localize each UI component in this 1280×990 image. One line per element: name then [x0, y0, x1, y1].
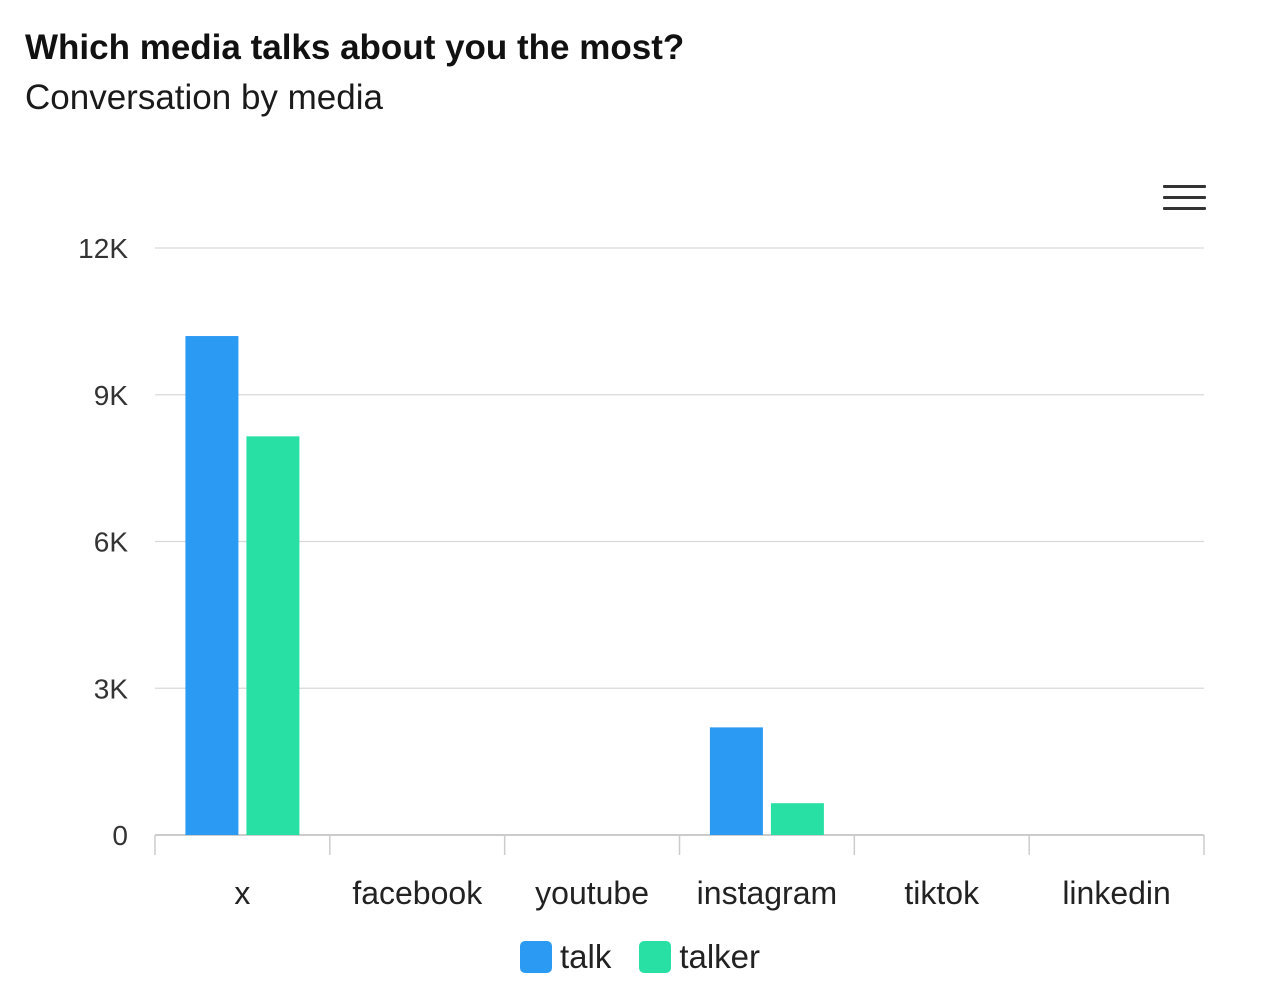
- legend-swatch: [519, 941, 552, 973]
- legend-swatch: [639, 941, 672, 973]
- x-tick-label: youtube: [535, 875, 649, 911]
- y-tick-label: 9K: [94, 380, 129, 411]
- bar-talker-instagram: [770, 803, 824, 835]
- x-tick-label: x: [234, 875, 250, 911]
- chart-legend: talk talker: [0, 938, 1280, 976]
- x-tick-label: facebook: [352, 875, 483, 911]
- y-tick-label: 12K: [78, 233, 128, 264]
- y-tick-label: 6K: [94, 527, 129, 558]
- hamburger-menu-icon[interactable]: [1158, 180, 1210, 220]
- y-tick-label: 0: [112, 820, 128, 851]
- legend-item-talk[interactable]: talk: [519, 938, 612, 976]
- chart-subtitle: Conversation by media: [25, 78, 383, 117]
- bar-talk-x: [185, 336, 239, 835]
- legend-label: talker: [679, 938, 761, 975]
- bar-talker-x: [246, 436, 300, 835]
- bar-chart: 0 3K 6K 9K 12K x facebook youtube instagram tikto…: [78, 233, 1205, 911]
- chart-title: Which media talks about you the most?: [25, 28, 685, 67]
- legend-label: talk: [559, 938, 612, 975]
- bar-talk-instagram: [709, 727, 763, 835]
- legend-item-talker[interactable]: talker: [639, 938, 760, 976]
- x-tick-label: linkedin: [1062, 875, 1171, 911]
- x-tick-label: tiktok: [904, 875, 980, 911]
- y-tick-label: 3K: [94, 673, 129, 704]
- x-tick-label: instagram: [697, 875, 838, 911]
